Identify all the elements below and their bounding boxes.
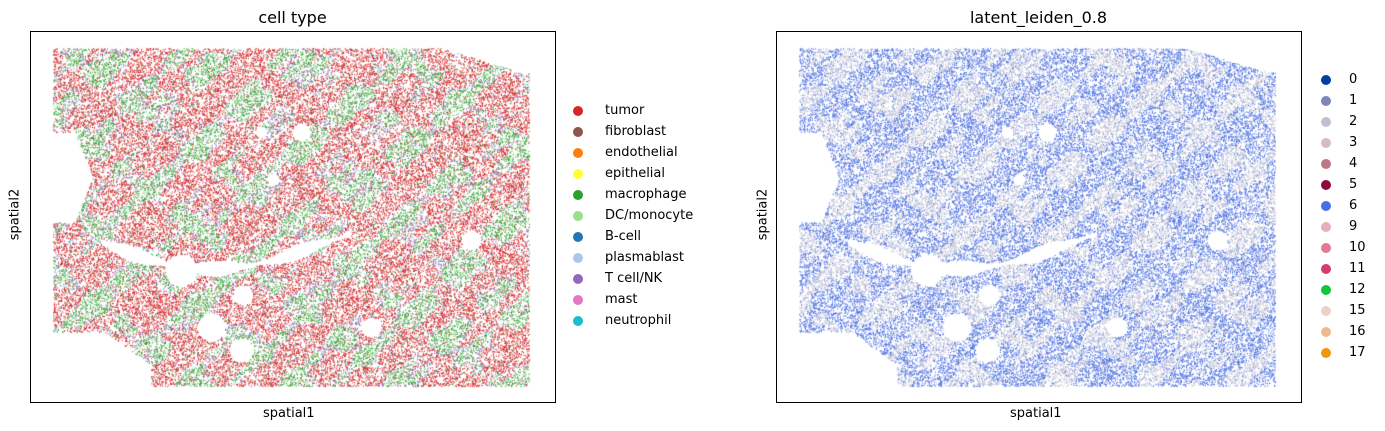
legend-marker (1321, 264, 1331, 274)
legend-marker (573, 274, 583, 284)
legend-marker (1321, 285, 1331, 295)
legend-marker (1321, 306, 1331, 316)
legend-label: T cell/NK (605, 271, 663, 286)
legend-label: endothelial (605, 145, 678, 160)
panel2-xlabel: spatial1 (1010, 406, 1062, 421)
legend-marker (1321, 159, 1331, 169)
legend-marker (573, 316, 583, 326)
legend-label: 15 (1349, 303, 1366, 318)
legend-marker (1321, 243, 1331, 253)
panel1-title: cell type (258, 8, 327, 27)
legend-label: mast (605, 292, 638, 307)
panel2-ylabel: spatial2 (755, 188, 771, 241)
legend-marker (1321, 138, 1331, 148)
panel2-scatter-canvas (777, 32, 1301, 402)
panel1-legend: tumor fibroblast endothelial epithelial macr… (573, 102, 723, 332)
legend-label: 0 (1349, 72, 1358, 87)
legend-label: 9 (1349, 219, 1358, 234)
legend-marker (573, 169, 583, 179)
legend-label: 6 (1349, 198, 1358, 213)
legend-label: 17 (1349, 345, 1366, 360)
legend-label: 4 (1349, 156, 1358, 171)
panel2-plot-area (776, 31, 1302, 403)
legend-marker (573, 148, 583, 158)
legend-label: B-cell (605, 229, 641, 244)
legend-label: epithelial (605, 166, 665, 181)
legend-marker (573, 106, 583, 116)
legend-marker (1321, 327, 1331, 337)
legend-label: 16 (1349, 324, 1366, 339)
panel1-scatter-canvas (31, 32, 555, 402)
panel2-title: latent_leiden_0.8 (969, 8, 1108, 27)
legend-marker (1321, 201, 1331, 211)
legend-label: 5 (1349, 177, 1358, 192)
panel1-plot-area (30, 31, 556, 403)
legend-marker (1321, 348, 1331, 358)
legend-label: 10 (1349, 240, 1366, 255)
legend-label: 3 (1349, 135, 1358, 150)
legend-marker (573, 232, 583, 242)
legend-marker (1321, 117, 1331, 127)
legend-marker (1321, 96, 1331, 106)
panel1-xlabel: spatial1 (263, 406, 315, 421)
legend-label: 12 (1349, 282, 1366, 297)
legend-marker (573, 211, 583, 221)
legend-marker (573, 253, 583, 263)
legend-label: 1 (1349, 93, 1358, 108)
legend-label: DC/monocyte (605, 208, 694, 223)
legend-marker (1321, 75, 1331, 85)
legend-label: plasmablast (605, 250, 684, 265)
legend-label: neutrophil (605, 313, 672, 328)
legend-label: 11 (1349, 261, 1366, 276)
legend-marker (573, 190, 583, 200)
legend-label: macrophage (605, 187, 687, 202)
legend-marker (1321, 222, 1331, 232)
legend-marker (573, 127, 583, 137)
legend-label: tumor (605, 103, 645, 118)
panel2-legend: 0 1 2 3 4 5 6 9 10 11 12 15 16 17 (1321, 71, 1381, 371)
panel1-ylabel: spatial2 (7, 188, 23, 241)
legend-label: 2 (1349, 114, 1358, 129)
legend-marker (1321, 180, 1331, 190)
legend-marker (573, 295, 583, 305)
legend-label: fibroblast (605, 124, 667, 139)
